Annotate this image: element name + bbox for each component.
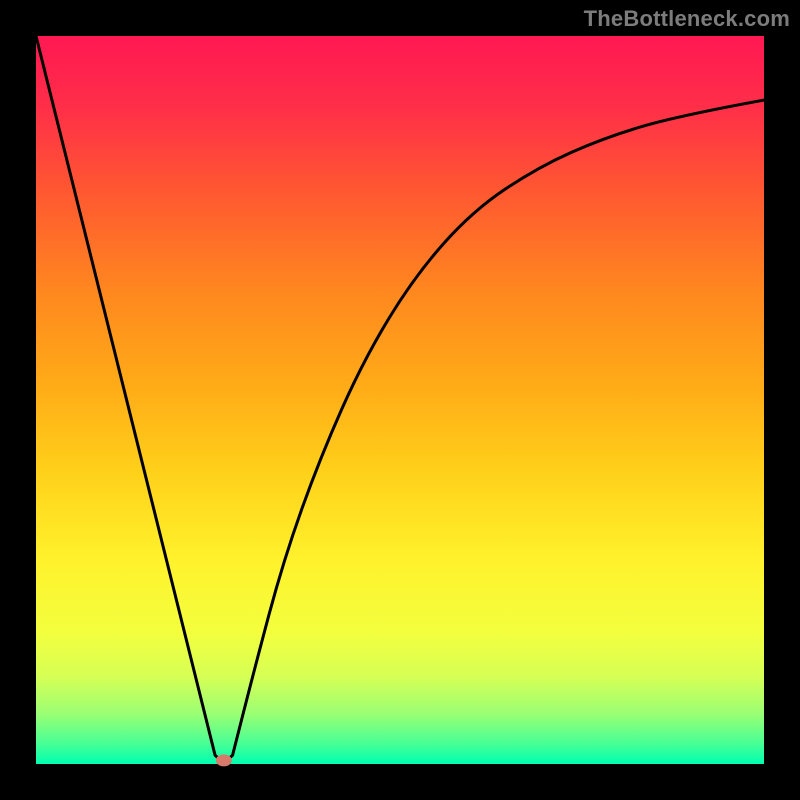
plot-background: [36, 36, 764, 764]
watermark-text: TheBottleneck.com: [584, 6, 790, 32]
minimum-marker: [216, 754, 232, 766]
chart-container: [0, 0, 800, 800]
bottleneck-chart: [0, 0, 800, 800]
